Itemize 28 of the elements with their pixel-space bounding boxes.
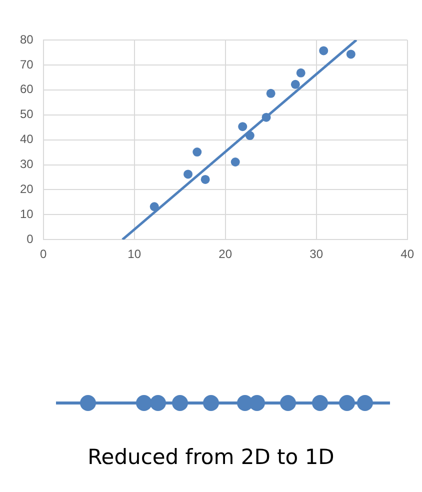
point (200, 174, 210, 184)
point (184, 170, 193, 179)
y-tick-label: 80 (20, 32, 34, 46)
text: Reduced from 2D to 1D (86, 445, 336, 469)
x-tick-label: 10 (128, 247, 142, 262)
y-tick-label: 0 (26, 232, 34, 246)
y-tick-label: 50 (20, 107, 34, 122)
point (290, 80, 300, 89)
point (346, 50, 356, 59)
point (319, 46, 328, 56)
y-tick-label: 60 (20, 82, 34, 96)
point (192, 148, 202, 157)
point (296, 68, 306, 78)
point (266, 88, 276, 98)
y-tick-label: 30 (20, 157, 34, 172)
x-tick-label: 40 (400, 247, 414, 262)
y-tick-label: 20 (20, 182, 34, 196)
point (230, 158, 240, 167)
y-tick-label: 70 (20, 57, 34, 72)
y-tick-label: 10 (20, 206, 34, 221)
x-tick-label: 30 (310, 247, 324, 262)
point (262, 112, 271, 122)
x-tick-label: 0 (40, 247, 48, 262)
x-tick-label: 20 (218, 247, 232, 262)
point (238, 122, 248, 132)
point (245, 131, 254, 140)
point (150, 202, 159, 212)
y-tick-label: 40 (20, 132, 34, 146)
